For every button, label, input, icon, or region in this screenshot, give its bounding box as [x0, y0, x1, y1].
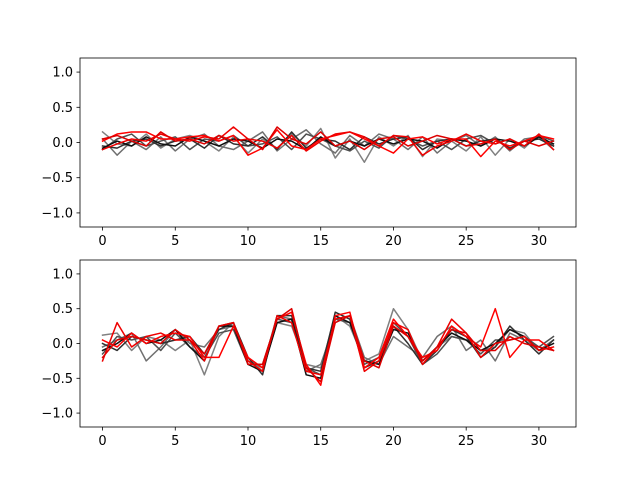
y-tick-label: −0.5	[41, 171, 73, 186]
y-tick-label: 1.0	[52, 267, 73, 282]
series-group	[101, 126, 555, 163]
x-tick-label: 25	[458, 434, 475, 449]
x-tick-label: 5	[171, 234, 179, 249]
series-line-6	[101, 314, 555, 376]
x-tick-label: 20	[385, 434, 402, 449]
x-tick-label: 10	[240, 434, 257, 449]
series-line-4	[101, 136, 555, 151]
x-tick-label: 15	[312, 234, 329, 249]
x-tick-label: 30	[531, 234, 548, 249]
y-tick-label: −1.0	[41, 206, 73, 221]
y-tick-label: 0.0	[52, 136, 73, 151]
top-chart: 0 5 10 15 20 25 30 −1.0 −0.5 0.0 0.5 1.0	[41, 57, 577, 249]
x-tick-label: 5	[171, 434, 179, 449]
y-tick-label: 0.0	[52, 337, 73, 352]
y-tick-label: 1.0	[52, 66, 73, 81]
bottom-chart: 0 5 10 15 20 25 30 −1.0 −0.5 0.0 0.5 1.0	[41, 259, 577, 449]
x-tick-label: 20	[385, 234, 402, 249]
y-tick-label: −0.5	[41, 372, 73, 387]
x-tick-label: 10	[240, 234, 257, 249]
x-tick-label: 0	[98, 434, 106, 449]
series-line-6	[101, 126, 555, 156]
x-tick-label: 25	[458, 234, 475, 249]
series-line-7	[101, 126, 555, 151]
y-tick-label: −1.0	[41, 407, 73, 422]
x-tick-label: 0	[98, 234, 106, 249]
y-tick-label: 0.5	[52, 101, 73, 116]
x-tick-label: 30	[531, 434, 548, 449]
series-line-7	[101, 307, 555, 383]
x-tick-label: 15	[312, 434, 329, 449]
y-tick-label: 0.5	[52, 302, 73, 317]
series-group	[101, 307, 555, 386]
